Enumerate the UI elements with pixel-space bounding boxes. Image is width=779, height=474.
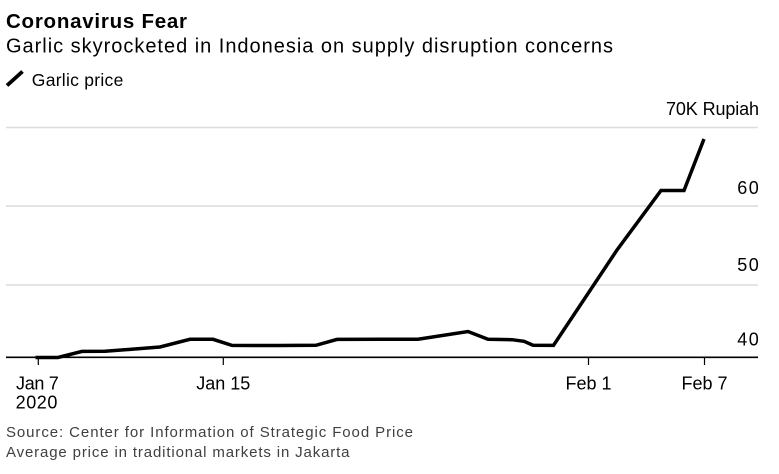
svg-text:Feb 7: Feb 7 — [681, 374, 727, 394]
svg-text:40: 40 — [737, 330, 759, 350]
svg-text:Average price in traditional m: Average price in traditional markets in … — [6, 444, 350, 461]
svg-text:70K Rupiah: 70K Rupiah — [666, 99, 759, 119]
svg-text:2020: 2020 — [16, 393, 58, 413]
svg-text:Feb 1: Feb 1 — [565, 374, 611, 394]
svg-text:50: 50 — [737, 255, 759, 275]
svg-text:Garlic skyrocketed in Indonesi: Garlic skyrocketed in Indonesia on suppl… — [6, 36, 613, 58]
svg-text:Garlic price: Garlic price — [32, 70, 124, 90]
svg-text:60: 60 — [737, 178, 759, 198]
svg-text:Source: Center for Information: Source: Center for Information of Strate… — [6, 424, 413, 441]
svg-text:Jan 7: Jan 7 — [16, 374, 59, 394]
svg-text:Jan 15: Jan 15 — [196, 374, 250, 394]
svg-text:Coronavirus Fear: Coronavirus Fear — [6, 10, 187, 33]
